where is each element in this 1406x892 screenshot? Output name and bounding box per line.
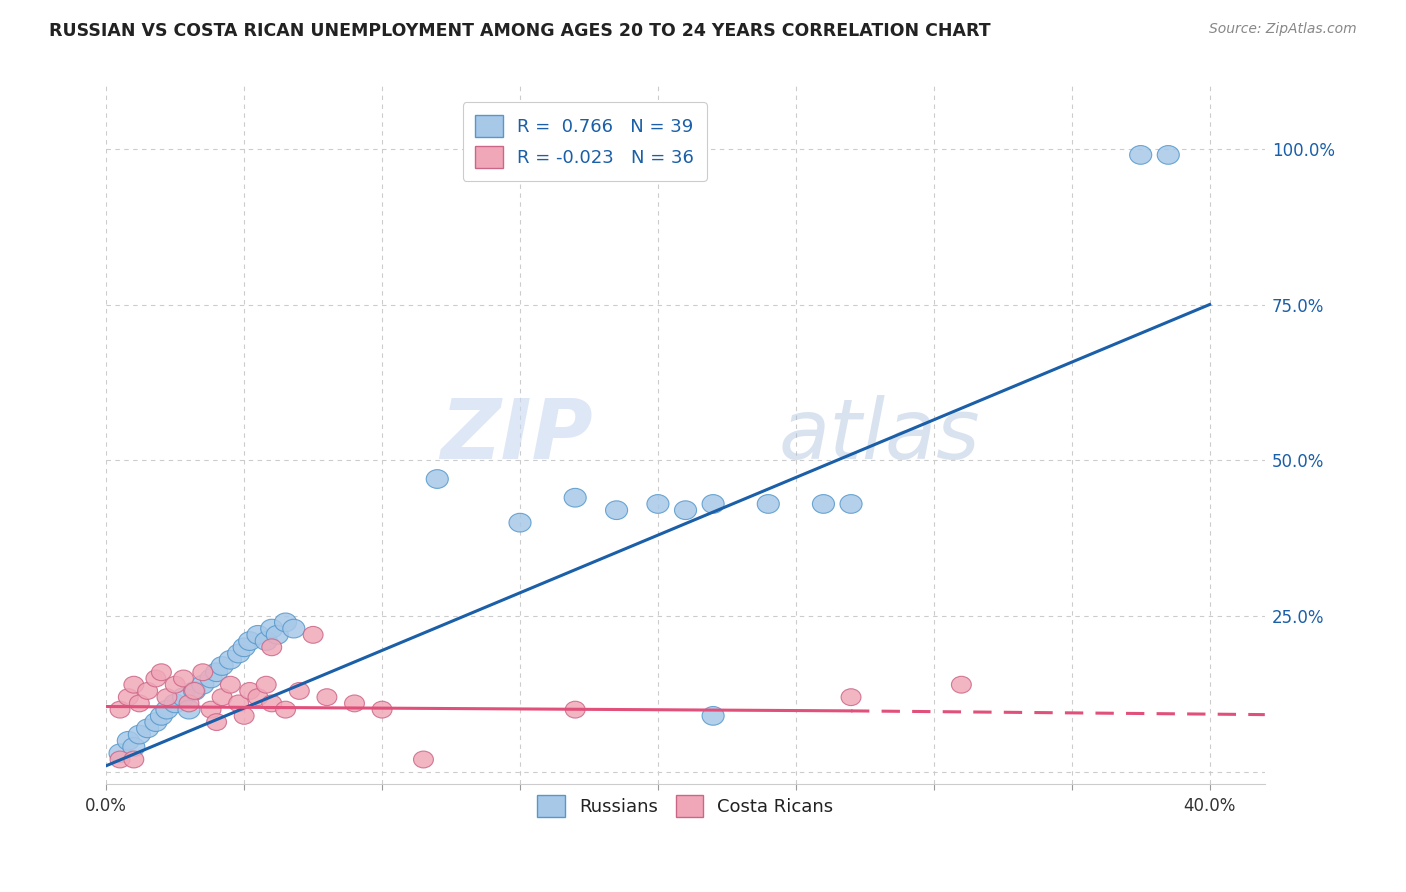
Ellipse shape [841, 689, 860, 706]
Ellipse shape [152, 664, 172, 681]
Ellipse shape [266, 625, 288, 644]
Ellipse shape [110, 744, 131, 763]
Ellipse shape [1129, 145, 1152, 164]
Ellipse shape [675, 500, 696, 519]
Ellipse shape [229, 695, 249, 712]
Ellipse shape [373, 701, 392, 718]
Ellipse shape [124, 751, 143, 768]
Ellipse shape [110, 701, 129, 718]
Ellipse shape [128, 725, 150, 744]
Ellipse shape [239, 632, 260, 650]
Ellipse shape [211, 657, 233, 675]
Ellipse shape [426, 470, 449, 489]
Ellipse shape [274, 613, 297, 632]
Ellipse shape [283, 619, 305, 638]
Ellipse shape [200, 669, 222, 688]
Ellipse shape [235, 707, 254, 724]
Ellipse shape [179, 695, 198, 712]
Ellipse shape [256, 676, 276, 693]
Ellipse shape [813, 494, 835, 513]
Ellipse shape [702, 494, 724, 513]
Ellipse shape [256, 632, 277, 650]
Ellipse shape [184, 682, 204, 699]
Text: Source: ZipAtlas.com: Source: ZipAtlas.com [1209, 22, 1357, 37]
Text: ZIP: ZIP [440, 395, 593, 476]
Ellipse shape [219, 650, 242, 669]
Ellipse shape [952, 676, 972, 693]
Ellipse shape [110, 751, 129, 768]
Legend: Russians, Costa Ricans: Russians, Costa Ricans [530, 788, 841, 824]
Ellipse shape [565, 701, 585, 718]
Text: RUSSIAN VS COSTA RICAN UNEMPLOYMENT AMONG AGES 20 TO 24 YEARS CORRELATION CHART: RUSSIAN VS COSTA RICAN UNEMPLOYMENT AMON… [49, 22, 991, 40]
Ellipse shape [316, 689, 337, 706]
Ellipse shape [179, 700, 200, 719]
Ellipse shape [304, 626, 323, 643]
Ellipse shape [240, 682, 260, 699]
Ellipse shape [564, 489, 586, 507]
Ellipse shape [166, 676, 186, 693]
Ellipse shape [150, 706, 173, 725]
Ellipse shape [157, 689, 177, 706]
Ellipse shape [173, 688, 194, 706]
Ellipse shape [205, 663, 228, 681]
Ellipse shape [247, 689, 269, 706]
Ellipse shape [136, 719, 159, 738]
Ellipse shape [276, 701, 295, 718]
Ellipse shape [233, 638, 256, 657]
Ellipse shape [702, 706, 724, 725]
Ellipse shape [1157, 145, 1180, 164]
Ellipse shape [260, 619, 283, 638]
Ellipse shape [122, 738, 145, 756]
Ellipse shape [262, 695, 281, 712]
Ellipse shape [758, 494, 779, 513]
Ellipse shape [509, 513, 531, 532]
Ellipse shape [129, 695, 149, 712]
Text: atlas: atlas [778, 395, 980, 476]
Ellipse shape [117, 731, 139, 750]
Ellipse shape [145, 713, 167, 731]
Ellipse shape [221, 676, 240, 693]
Ellipse shape [207, 714, 226, 731]
Ellipse shape [165, 694, 186, 713]
Ellipse shape [839, 494, 862, 513]
Ellipse shape [118, 689, 138, 706]
Ellipse shape [156, 700, 179, 719]
Ellipse shape [138, 682, 157, 699]
Ellipse shape [124, 676, 143, 693]
Ellipse shape [344, 695, 364, 712]
Ellipse shape [290, 682, 309, 699]
Ellipse shape [413, 751, 433, 768]
Ellipse shape [146, 670, 166, 687]
Ellipse shape [193, 664, 212, 681]
Ellipse shape [247, 625, 269, 644]
Ellipse shape [647, 494, 669, 513]
Ellipse shape [606, 500, 627, 519]
Ellipse shape [262, 639, 281, 656]
Ellipse shape [212, 689, 232, 706]
Ellipse shape [201, 701, 221, 718]
Ellipse shape [228, 644, 250, 663]
Ellipse shape [183, 681, 205, 700]
Ellipse shape [173, 670, 194, 687]
Ellipse shape [191, 675, 214, 694]
